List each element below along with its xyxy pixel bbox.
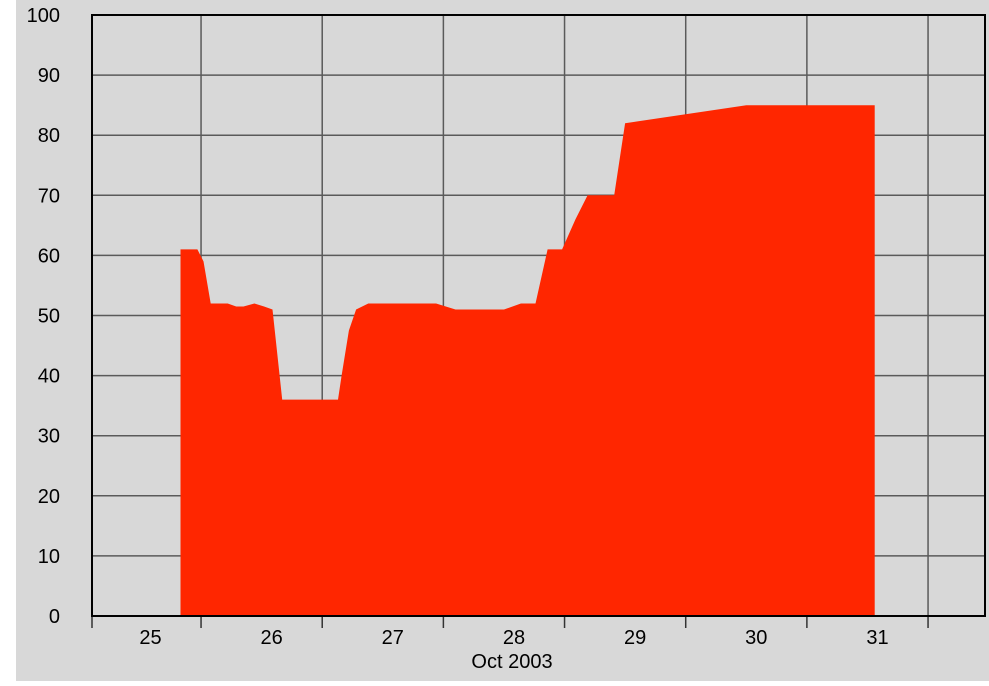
axis-layer [91,14,986,628]
y-tick-label: 70 [38,185,60,207]
x-tick-label: 31 [866,627,888,649]
x-tick-label: 28 [503,627,525,649]
x-axis-title: Oct 2003 [471,651,552,673]
plot-frame [91,14,986,617]
x-tick-label: 27 [382,627,404,649]
y-tick-label: 10 [38,546,60,568]
x-tick-label: 30 [745,627,767,649]
x-tick-label: 26 [261,627,283,649]
x-tick-label: 25 [139,627,161,649]
y-tick-label: 80 [38,125,60,147]
y-tick-label: 90 [38,65,60,87]
y-tick-label: 60 [38,245,60,267]
y-tick-label: 40 [38,366,60,388]
series-area [180,105,875,616]
y-tick-label: 0 [49,606,60,628]
y-tick-label: 100 [27,5,60,27]
y-tick-label: 30 [38,426,60,448]
y-tick-label: 20 [38,486,60,508]
y-tick-label: 50 [38,306,60,328]
tick-label-layer: 0 10 20 30 40 50 60 70 80 90 100 25 26 27 28 29 30 31 [27,5,889,649]
x-tick-label: 29 [624,627,646,649]
